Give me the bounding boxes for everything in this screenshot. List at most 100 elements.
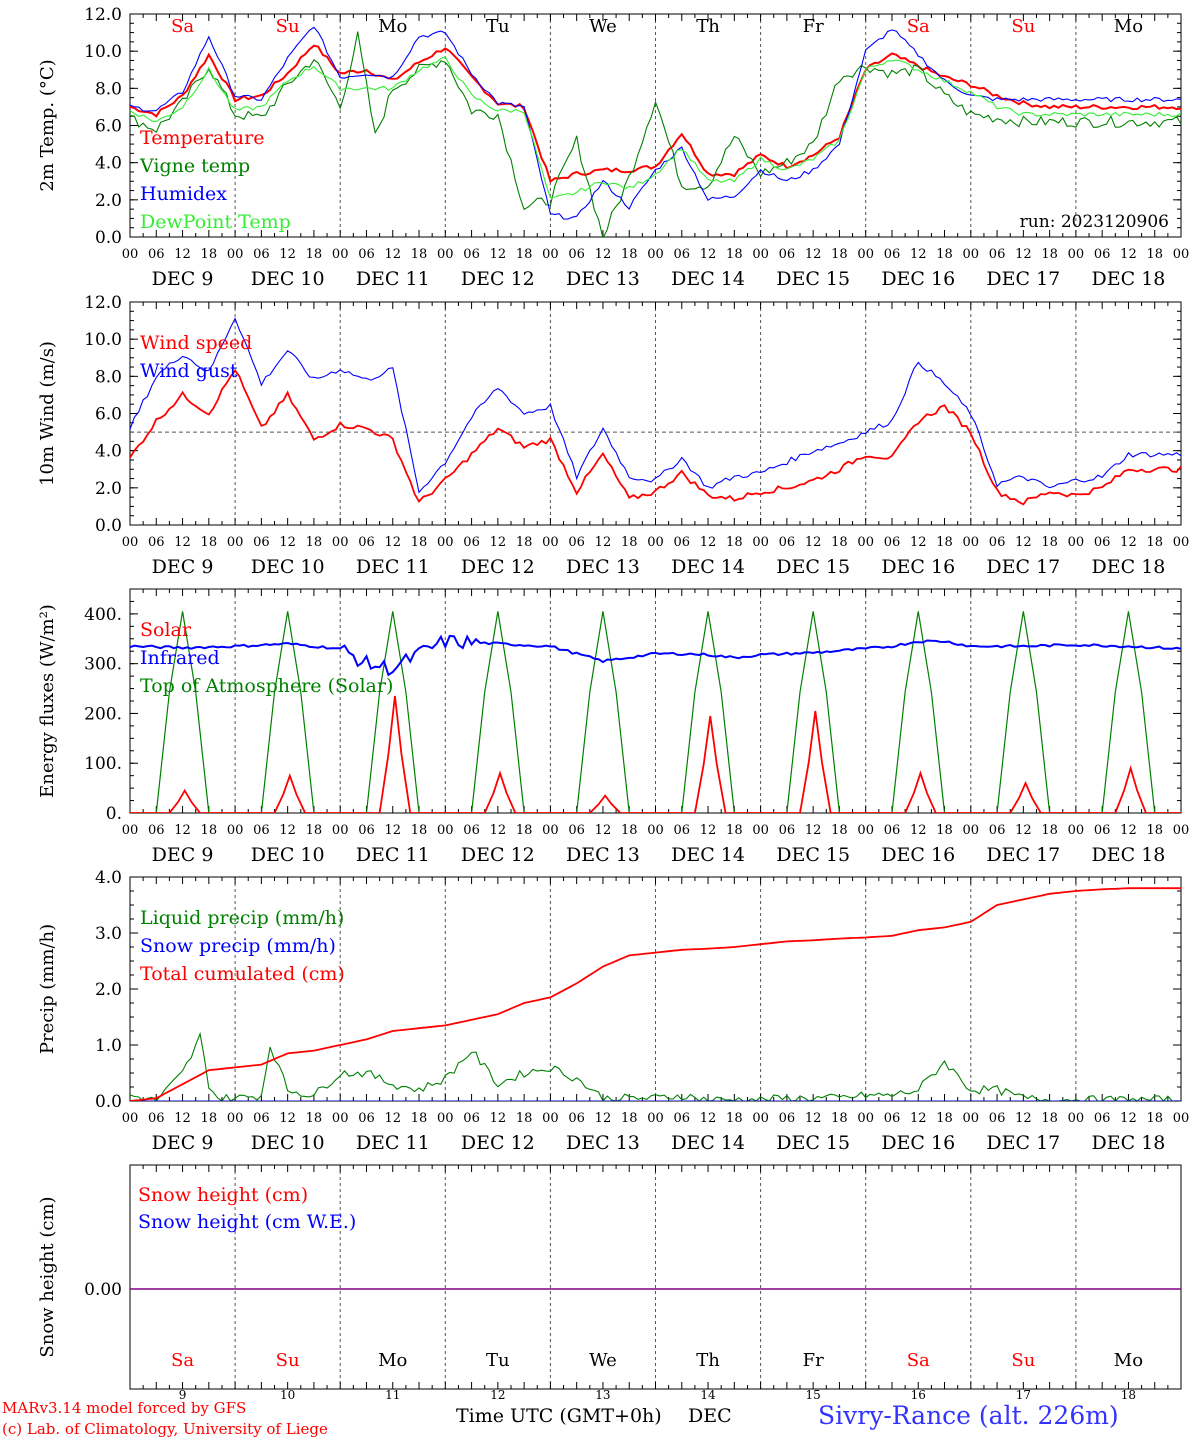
day-label: DEC 12 (461, 844, 535, 866)
hour-tick-label: 12 (805, 247, 822, 262)
series-line-humidex (130, 26, 1181, 220)
hour-tick-label: 06 (674, 535, 691, 550)
hour-tick-label: 00 (857, 247, 874, 262)
hour-tick-label: 06 (884, 247, 901, 262)
hour-tick-label: 18 (936, 247, 953, 262)
hour-tick-label: 18 (1041, 823, 1058, 838)
hour-tick-label: 06 (779, 535, 796, 550)
hour-tick-label: 06 (253, 1111, 270, 1126)
hour-tick-label: 18 (201, 247, 218, 262)
hour-tick-label: 06 (779, 823, 796, 838)
hour-tick-label: 00 (122, 247, 139, 262)
hour-tick-label: 12 (700, 535, 717, 550)
y-tick-label: 6.0 (95, 405, 122, 425)
hour-tick-label: 18 (306, 1111, 323, 1126)
day-number-label: 17 (1016, 1388, 1031, 1402)
day-label: DEC 17 (986, 1132, 1060, 1154)
y-tick-label: 300. (84, 655, 122, 675)
hour-tick-label: 12 (279, 247, 296, 262)
hour-tick-label: 00 (1068, 1111, 1085, 1126)
hour-tick-label: 00 (752, 823, 769, 838)
hour-tick-label: 00 (122, 1111, 139, 1126)
hour-tick-label: 12 (384, 247, 401, 262)
hour-tick-label: 18 (516, 247, 533, 262)
hour-tick-label: 00 (227, 823, 244, 838)
hour-tick-label: 06 (253, 535, 270, 550)
hour-tick-label: 18 (411, 1111, 428, 1126)
hour-tick-label: 12 (490, 535, 507, 550)
hour-tick-label: 06 (674, 247, 691, 262)
hour-tick-label: 00 (647, 247, 664, 262)
weekday-label: Fr (803, 16, 824, 37)
hour-tick-label: 18 (621, 535, 638, 550)
day-label: DEC 14 (671, 556, 745, 578)
hour-tick-label: 00 (1068, 823, 1085, 838)
hour-tick-label: 18 (411, 535, 428, 550)
day-label: DEC 10 (251, 556, 325, 578)
hour-tick-label: 06 (568, 823, 585, 838)
legend-entry: Snow height (cm W.E.) (138, 1211, 356, 1233)
day-label: DEC 12 (461, 556, 535, 578)
hour-tick-label: 06 (463, 823, 480, 838)
hour-tick-label: 00 (1173, 1111, 1190, 1126)
hour-tick-label: 12 (1015, 823, 1032, 838)
hour-tick-label: 06 (989, 823, 1006, 838)
y-axis-title: Snow height (cm) (37, 1196, 58, 1357)
hour-tick-label: 00 (542, 823, 559, 838)
hour-tick-label: 12 (595, 247, 612, 262)
day-label: DEC 16 (881, 556, 955, 578)
day-label: DEC 18 (1092, 1132, 1166, 1154)
series-line-toa-solar (130, 611, 1181, 813)
hour-tick-label: 00 (752, 535, 769, 550)
hour-tick-label: 18 (1146, 247, 1163, 262)
hour-tick-label: 18 (306, 535, 323, 550)
day-label: DEC 17 (986, 556, 1060, 578)
weekday-label: Sa (907, 1350, 930, 1371)
hour-tick-label: 00 (1068, 247, 1085, 262)
legend-entry: Infrared (140, 647, 220, 669)
hour-tick-label: 12 (910, 247, 927, 262)
day-label: DEC 15 (776, 268, 850, 290)
y-tick-label: 6.0 (95, 117, 122, 137)
weekday-label: Mo (1114, 1350, 1143, 1371)
hour-tick-label: 06 (674, 823, 691, 838)
series-line-wind-speed (130, 369, 1181, 506)
day-number-label: 11 (385, 1388, 400, 1402)
legend-entry: Wind speed (140, 332, 252, 354)
hour-tick-label: 06 (674, 1111, 691, 1126)
y-tick-label: 1.0 (95, 1036, 122, 1056)
hour-tick-label: 18 (201, 535, 218, 550)
day-label: DEC 9 (152, 268, 214, 290)
legend-entry: Vigne temp (139, 155, 250, 177)
hour-tick-label: 18 (831, 823, 848, 838)
hour-tick-label: 12 (490, 1111, 507, 1126)
hour-tick-label: 18 (726, 247, 743, 262)
hour-tick-label: 12 (174, 247, 191, 262)
weekday-label: Mo (378, 1350, 407, 1371)
x-axis-month: DEC (688, 1405, 732, 1427)
hour-tick-label: 12 (1015, 247, 1032, 262)
hour-tick-label: 18 (516, 823, 533, 838)
hour-tick-label: 06 (358, 823, 375, 838)
hour-tick-label: 00 (332, 247, 349, 262)
footer-copyright: (c) Lab. of Climatology, University of L… (2, 1420, 328, 1438)
hour-tick-label: 06 (148, 823, 165, 838)
hour-tick-label: 18 (201, 1111, 218, 1126)
hour-tick-label: 00 (122, 823, 139, 838)
hour-tick-label: 00 (963, 823, 980, 838)
hour-tick-label: 12 (1120, 247, 1137, 262)
day-label: DEC 9 (152, 1132, 214, 1154)
hour-tick-label: 18 (306, 823, 323, 838)
hour-tick-label: 00 (1068, 535, 1085, 550)
series-group (130, 317, 1181, 506)
hour-tick-label: 18 (1041, 247, 1058, 262)
hour-tick-label: 18 (516, 1111, 533, 1126)
hour-tick-label: 06 (884, 823, 901, 838)
day-label: DEC 14 (671, 268, 745, 290)
hour-tick-label: 12 (279, 535, 296, 550)
weekday-label: Tu (486, 1350, 510, 1371)
hour-tick-label: 00 (332, 535, 349, 550)
day-label: DEC 13 (566, 268, 640, 290)
weekday-label: Mo (378, 16, 407, 37)
